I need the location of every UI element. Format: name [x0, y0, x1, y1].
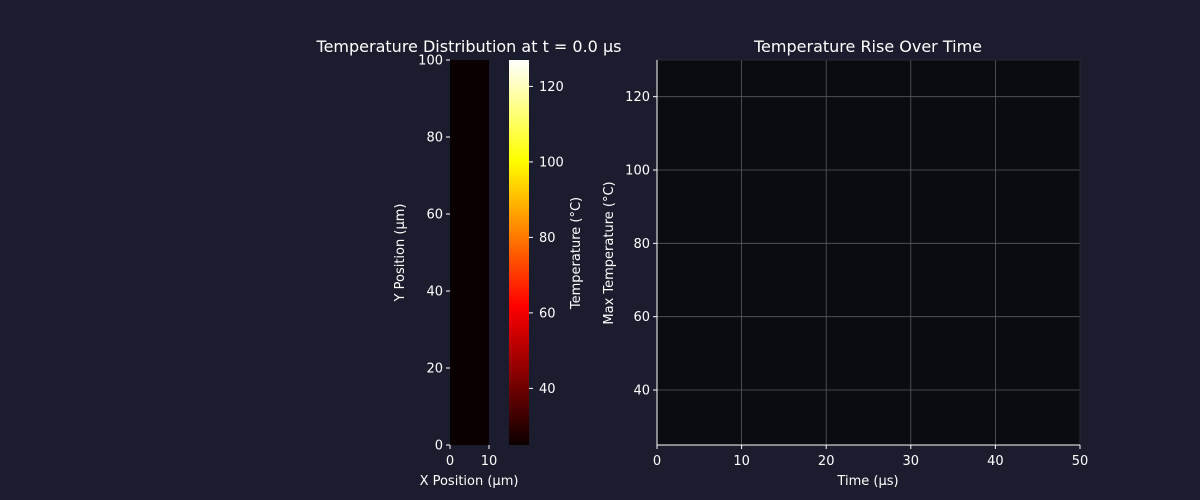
colorbar: 40 60 80 100 120 Temperature (°C)	[509, 60, 584, 445]
heatmap-y-tick-label: 80	[426, 131, 443, 146]
line-y-tick-label: 40	[633, 384, 650, 399]
line-x-tick-label: 10	[733, 454, 750, 469]
line-y-tick-label: 60	[633, 310, 650, 325]
line-grid	[657, 60, 1080, 445]
heatmap-x-tick-label: 0	[446, 454, 454, 469]
heatmap-axes: 0 20 40 60 80 100 0 10	[418, 54, 497, 470]
heatmap-x-axis-label: X Position (μm)	[420, 474, 519, 489]
heatmap-y-tick-label: 0	[435, 439, 443, 454]
colorbar-label: Temperature (°C)	[569, 197, 584, 310]
line-axes: 40 60 80 100 120 0 10 20 30 40 50	[625, 59, 1089, 469]
colorbar-ticks: 40 60 80 100 120	[529, 80, 564, 397]
line-plot-area	[657, 60, 1080, 445]
line-y-axis-label: Max Temperature (°C)	[602, 181, 617, 324]
line-x-tick-label: 50	[1072, 454, 1089, 469]
line-x-tick-label: 30	[903, 454, 920, 469]
colorbar-tick-label: 100	[539, 155, 564, 170]
heatmap-x-tick-label: 10	[481, 454, 498, 469]
line-x-tick-label: 40	[987, 454, 1004, 469]
line-panel: Temperature Rise Over Time 40 60 80 100 120 0…	[602, 37, 1088, 489]
heatmap-field	[450, 60, 489, 445]
heatmap-panel: Temperature Distribution at t = 0.0 μs 0…	[316, 37, 622, 489]
line-y-tick-label: 120	[625, 90, 650, 105]
colorbar-tick-label: 60	[539, 306, 556, 321]
heatmap-y-tick-label: 20	[426, 362, 443, 377]
line-x-tick-label: 20	[818, 454, 835, 469]
heatmap-y-tick-label: 40	[426, 285, 443, 300]
line-chart-title: Temperature Rise Over Time	[753, 37, 982, 56]
heatmap-y-tick-label: 60	[426, 208, 443, 223]
colorbar-tick-label: 40	[539, 382, 556, 397]
line-x-axis-label: Time (μs)	[836, 474, 898, 489]
line-y-tick-label: 80	[633, 237, 650, 252]
colorbar-tick-label: 120	[539, 80, 564, 95]
line-y-tick-label: 100	[625, 164, 650, 179]
colorbar-tick-label: 80	[539, 231, 556, 246]
heatmap-title: Temperature Distribution at t = 0.0 μs	[316, 37, 622, 56]
heatmap-y-axis-label: Y Position (μm)	[393, 204, 408, 303]
heatmap-y-tick-label: 100	[418, 54, 443, 69]
colorbar-gradient	[509, 60, 529, 445]
line-x-tick-label: 0	[653, 454, 661, 469]
